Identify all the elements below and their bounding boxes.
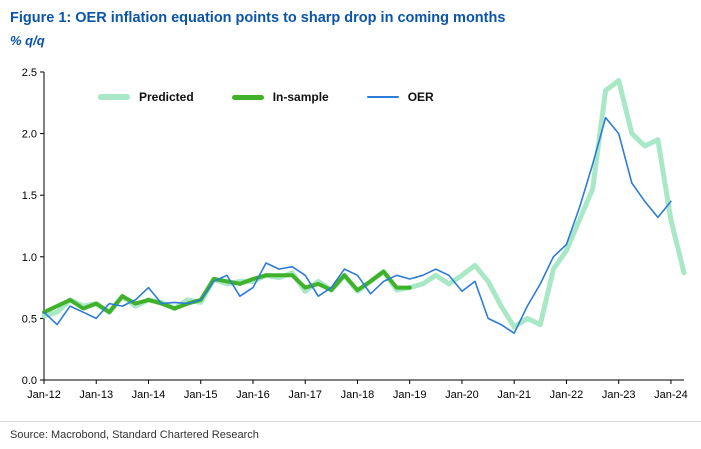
svg-text:Jan-12: Jan-12 xyxy=(27,389,61,401)
svg-text:2.5: 2.5 xyxy=(22,67,37,79)
svg-text:Jan-14: Jan-14 xyxy=(132,389,166,401)
legend-label-predicted: Predicted xyxy=(139,90,194,104)
predicted-line-swatch xyxy=(98,94,130,100)
svg-text:Jan-21: Jan-21 xyxy=(497,389,531,401)
legend-label-oer: OER xyxy=(407,90,434,104)
svg-text:Jan-18: Jan-18 xyxy=(341,389,375,401)
svg-text:Jan-13: Jan-13 xyxy=(79,389,113,401)
svg-text:1.5: 1.5 xyxy=(22,190,37,202)
chart-legend: Predicted In-sample OER xyxy=(98,90,434,104)
svg-text:Jan-15: Jan-15 xyxy=(184,389,218,401)
svg-text:Jan-17: Jan-17 xyxy=(288,389,322,401)
legend-label-in-sample: In-sample xyxy=(272,90,329,104)
svg-text:Jan-22: Jan-22 xyxy=(550,389,584,401)
oer-line-swatch xyxy=(366,96,399,98)
svg-text:0.0: 0.0 xyxy=(22,375,37,387)
svg-text:2.0: 2.0 xyxy=(22,129,37,141)
svg-text:0.5: 0.5 xyxy=(22,313,37,325)
legend-item-predicted: Predicted xyxy=(98,90,194,104)
chart-title: Figure 1: OER inflation equation points … xyxy=(10,10,506,26)
svg-text:Jan-24: Jan-24 xyxy=(654,389,688,401)
source-attribution: Source: Macrobond, Standard Chartered Re… xyxy=(0,421,701,449)
legend-item-in-sample: In-sample xyxy=(231,90,329,104)
legend-item-oer: OER xyxy=(366,90,434,104)
svg-text:1.0: 1.0 xyxy=(22,252,37,264)
chart-y-axis-unit-label: % q/q xyxy=(10,33,45,48)
line-chart: 0.0 0.5 1.0 1.5 2.0 2.5 Jan-12 Jan-13 Jan-14 Jan-… xyxy=(22,67,688,401)
svg-text:Jan-16: Jan-16 xyxy=(236,389,270,401)
in-sample-line-swatch xyxy=(231,94,264,100)
svg-text:Jan-19: Jan-19 xyxy=(393,389,427,401)
svg-text:Jan-23: Jan-23 xyxy=(602,389,636,401)
svg-text:Jan-20: Jan-20 xyxy=(445,389,479,401)
